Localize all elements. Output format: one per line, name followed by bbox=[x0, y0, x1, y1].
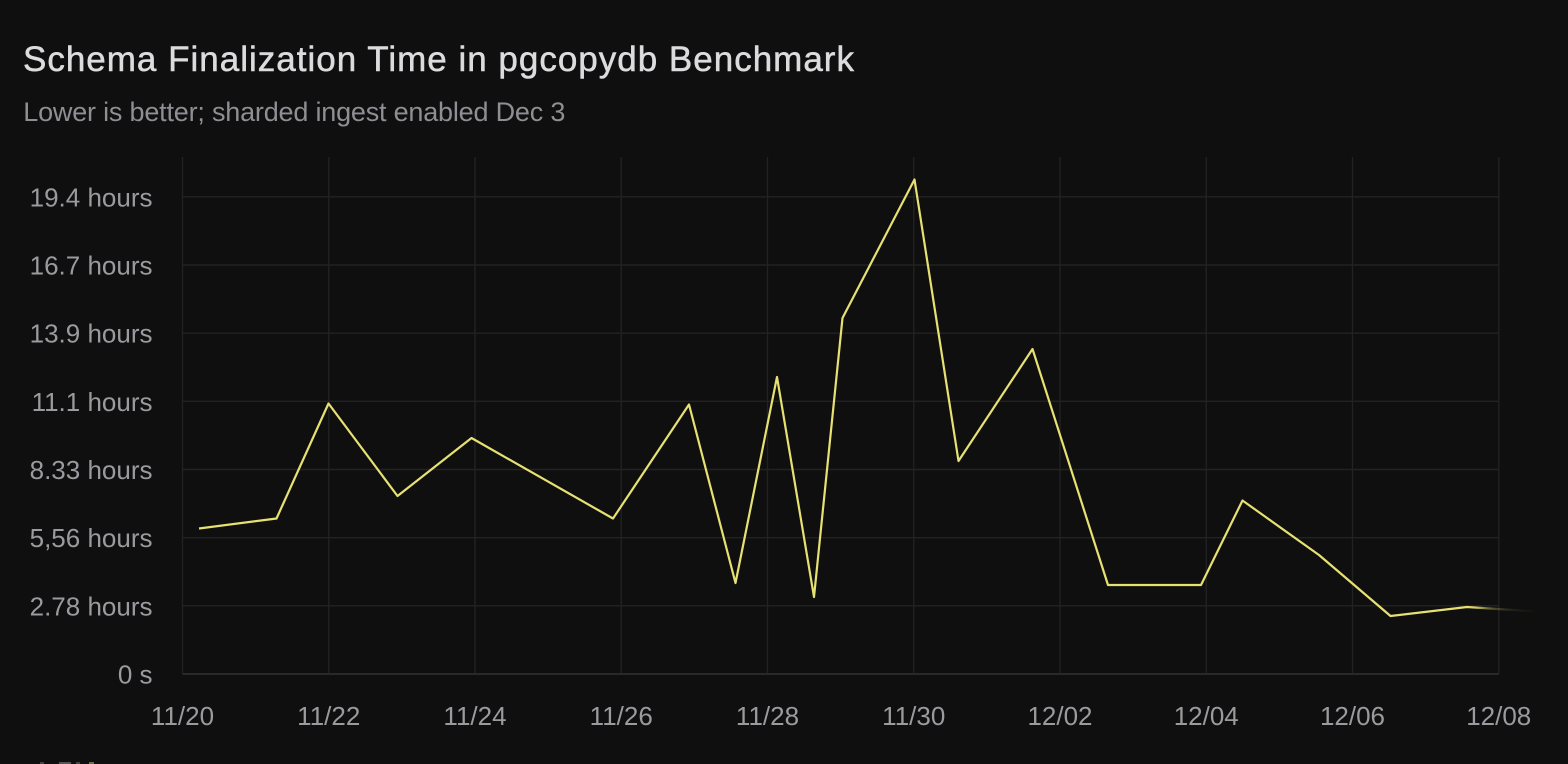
svg-text:12/06: 12/06 bbox=[1320, 701, 1385, 731]
svg-text:8.33 hours: 8.33 hours bbox=[30, 455, 153, 485]
svg-text:12/08: 12/08 bbox=[1466, 701, 1531, 731]
svg-text:11/26: 11/26 bbox=[590, 701, 653, 731]
svg-text:11/28: 11/28 bbox=[736, 701, 799, 731]
svg-text:12/02: 12/02 bbox=[1027, 701, 1092, 731]
svg-text:5,56 hours: 5,56 hours bbox=[30, 523, 153, 553]
svg-text:Schema Finalization Time in pg: Schema Finalization Time in pgcopydb Ben… bbox=[23, 40, 855, 79]
svg-text:2.78 hours: 2.78 hours bbox=[30, 591, 153, 621]
svg-text:11/20: 11/20 bbox=[151, 701, 214, 731]
svg-text:Lower is better; sharded inges: Lower is better; sharded ingest enabled … bbox=[23, 97, 565, 127]
svg-text:13.9 hours: 13.9 hours bbox=[30, 319, 153, 349]
svg-text:16.7 hours: 16.7 hours bbox=[30, 251, 153, 281]
svg-text:19.4 hours: 19.4 hours bbox=[30, 182, 153, 212]
svg-text:0 s: 0 s bbox=[118, 660, 153, 690]
svg-text:12/04: 12/04 bbox=[1174, 701, 1239, 731]
svg-text:11.1 hours: 11.1 hours bbox=[32, 387, 153, 417]
svg-text:11/22: 11/22 bbox=[297, 701, 360, 731]
svg-text:11/24: 11/24 bbox=[443, 701, 506, 731]
svg-text:11/30: 11/30 bbox=[882, 701, 945, 731]
